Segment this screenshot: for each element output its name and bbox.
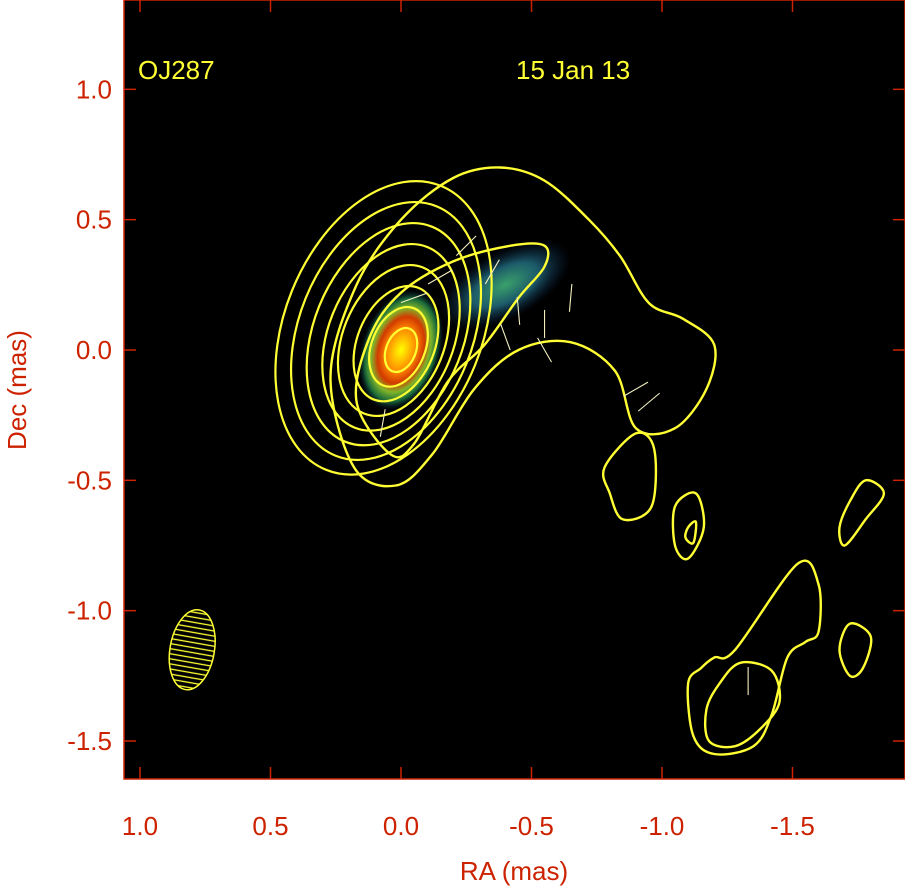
contour-line xyxy=(838,479,886,547)
contour-line xyxy=(368,305,429,388)
polarization-vectors xyxy=(379,235,749,696)
polarization-vector xyxy=(455,235,477,257)
polarization-vector xyxy=(637,392,661,412)
contour-line xyxy=(703,660,782,749)
jet-emission xyxy=(439,239,571,331)
contour-line xyxy=(329,166,717,488)
polarization-vector xyxy=(623,381,649,397)
source-label: OJ287 xyxy=(138,55,215,85)
contour-line xyxy=(686,559,822,756)
contour-line xyxy=(352,284,440,403)
y-tick-label: -1.5 xyxy=(67,726,112,756)
contour-line xyxy=(684,520,698,545)
contour-line xyxy=(671,491,706,561)
contour-line xyxy=(289,200,483,462)
y-tick-label: -0.5 xyxy=(67,465,112,495)
x-tick-labels: 1.0 0.5 0.0 -0.5 -1.0 -1.5 xyxy=(122,811,815,841)
x-tick-label: -1.0 xyxy=(640,811,685,841)
x-tick-label: 1.0 xyxy=(122,811,158,841)
polarization-vector xyxy=(537,337,553,363)
contour-line xyxy=(336,263,451,418)
plot-background xyxy=(123,0,905,780)
x-axis-title: RA (mas) xyxy=(460,856,568,886)
contour-line xyxy=(601,431,658,522)
contour-line xyxy=(274,180,493,476)
beam-ellipse-shape xyxy=(168,609,216,691)
polarization-vector xyxy=(500,323,511,351)
x-tick-label: 0.5 xyxy=(252,811,288,841)
polarization-vector xyxy=(516,296,521,325)
polarization-vector xyxy=(484,259,500,285)
contour-layer xyxy=(274,166,886,756)
contour-line xyxy=(383,326,419,374)
axis-ticks xyxy=(124,0,905,779)
x-tick-label: 0.0 xyxy=(383,811,419,841)
contour-line xyxy=(354,242,550,459)
y-tick-label: 1.0 xyxy=(76,74,112,104)
y-tick-label: 0.0 xyxy=(76,335,112,365)
y-axis-title: Dec (mas) xyxy=(2,330,32,450)
y-tick-labels: 1.0 0.5 0.0 -0.5 -1.0 -1.5 xyxy=(67,74,112,756)
x-tick-label: -1.5 xyxy=(770,811,815,841)
contour-line xyxy=(838,622,873,678)
contour-line xyxy=(305,221,472,447)
beam-ellipse xyxy=(168,609,216,691)
contour-line xyxy=(321,242,461,432)
polarization-vector xyxy=(379,409,386,437)
x-tick-label: -0.5 xyxy=(509,811,554,841)
y-tick-label: 0.5 xyxy=(76,205,112,235)
polarization-vector xyxy=(427,269,453,285)
polarization-vector xyxy=(568,283,573,312)
polarization-vector xyxy=(400,292,428,304)
y-tick-label: -1.0 xyxy=(67,596,112,626)
epoch-label: 15 Jan 13 xyxy=(516,55,630,85)
